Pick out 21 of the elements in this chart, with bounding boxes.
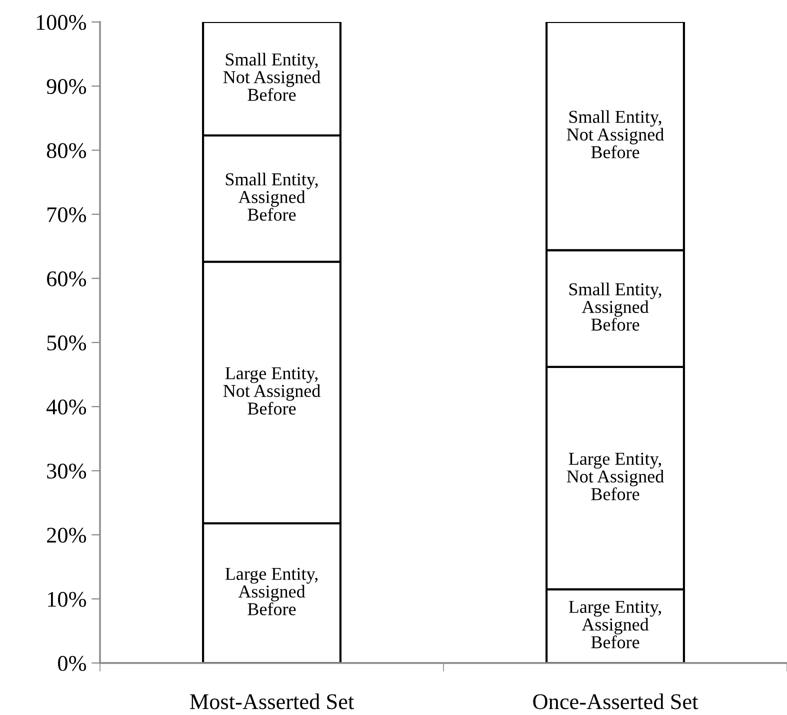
y-tick-label: 30% (47, 464, 86, 479)
y-tick-label: 20% (47, 528, 86, 543)
y-tick-label: 0% (58, 656, 86, 671)
x-tick-label: Once-Asserted Set (533, 694, 698, 710)
series-label: Small Entity, Assigned Before (226, 172, 318, 221)
y-tick-label: 90% (46, 79, 86, 94)
text: Small Entity, Assigned Before (569, 282, 662, 331)
y-tick-label: 40% (46, 400, 86, 415)
y-tick-label: 10% (48, 592, 86, 607)
series-label: Large Entity, Not Assigned Before (223, 367, 320, 415)
series-label: Small Entity, Not Assigned Before (223, 52, 320, 101)
text: Large Entity, Assigned Before (225, 568, 318, 616)
y-tick-label: 100% (36, 14, 86, 30)
text: Large Entity, Not Assigned Before (566, 452, 664, 500)
y-tick-label: 80% (46, 143, 86, 158)
y-tick-label: 50% (47, 335, 86, 350)
y-tick-label: 60% (47, 271, 86, 286)
series-label: Large Entity, Assigned Before (568, 600, 661, 648)
text: Small Entity, Not Assigned Before (566, 110, 664, 158)
y-tick-label: 70% (48, 207, 86, 222)
x-tick-label: Most-Asserted Set (190, 694, 354, 710)
